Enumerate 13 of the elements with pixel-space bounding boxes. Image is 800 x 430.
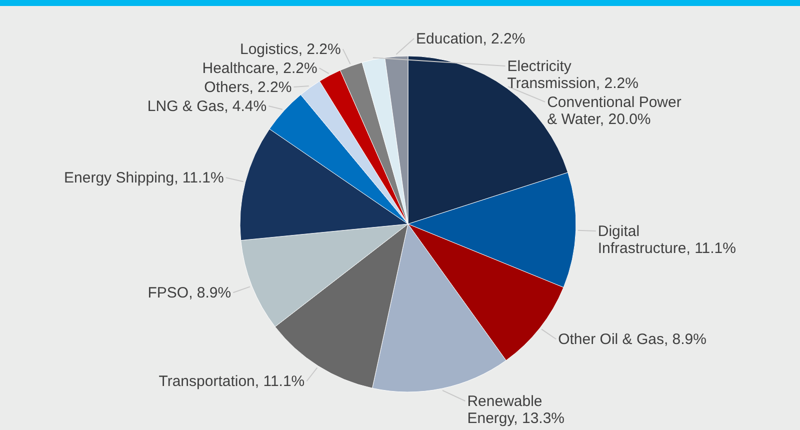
slice-label: Conventional Power & Water, 20.0% xyxy=(547,94,682,128)
slice-label: Other Oil & Gas, 8.9% xyxy=(558,331,706,348)
slice-label: Renewable Energy, 13.3% xyxy=(467,393,565,427)
slice-label: Education, 2.2% xyxy=(416,30,526,48)
slice-label: Healthcare, 2.2% xyxy=(202,60,318,78)
slice-label: Energy Shipping, 11.1% xyxy=(64,170,224,187)
slice-label: FPSO, 8.9% xyxy=(148,284,232,302)
slice-label: Others, 2.2% xyxy=(204,79,292,96)
slice-label: Digital Infrastructure, 11.1% xyxy=(598,223,736,258)
slice-label: Transportation, 11.1% xyxy=(158,373,305,390)
slice-label: LNG & Gas, 4.4% xyxy=(147,98,267,116)
slice-label: Electricity Transmission, 2.2% xyxy=(507,58,638,92)
slice-label: Logistics, 2.2% xyxy=(240,41,341,58)
